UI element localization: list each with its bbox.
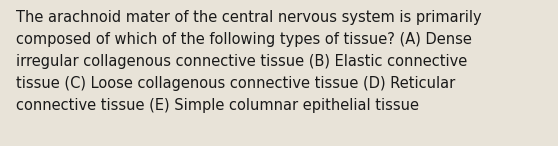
Text: The arachnoid mater of the central nervous system is primarily
composed of which: The arachnoid mater of the central nervo… — [16, 10, 481, 113]
